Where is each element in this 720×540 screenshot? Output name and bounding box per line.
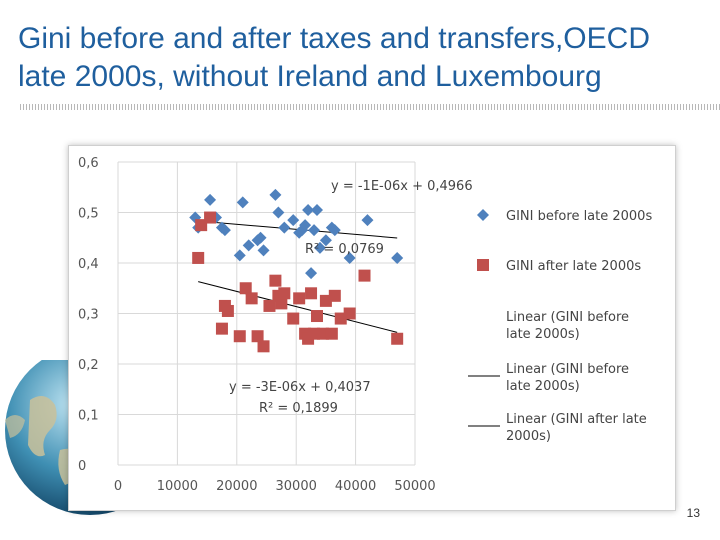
data-point-before bbox=[305, 267, 318, 280]
data-point-before bbox=[361, 214, 374, 227]
data-point-after bbox=[239, 282, 252, 295]
legend-marker-diamond bbox=[477, 209, 489, 221]
scatter-chart: 0 0,1 0,2 0,3 0,4 0,5 0,6 0 10000 20000 30000 40000… bbox=[78, 156, 652, 494]
data-point-after bbox=[257, 340, 270, 353]
legend-label: Linear (GINI before bbox=[506, 362, 629, 377]
page-number: 13 bbox=[686, 506, 700, 520]
data-point-after bbox=[204, 211, 217, 224]
data-point-before bbox=[299, 219, 312, 232]
legend-label: Linear (GINI before bbox=[506, 310, 629, 325]
x-tick-label: 20000 bbox=[216, 479, 257, 494]
x-tick-label: 30000 bbox=[276, 479, 317, 494]
data-point-before bbox=[319, 234, 332, 247]
data-point-before bbox=[343, 251, 356, 264]
x-tick-label: 50000 bbox=[394, 479, 435, 494]
y-tick-label: 0,5 bbox=[78, 207, 99, 222]
data-point-before bbox=[328, 224, 341, 237]
data-point-after bbox=[275, 297, 288, 310]
data-point-before bbox=[218, 224, 231, 237]
data-point-after bbox=[215, 322, 228, 335]
data-point-after bbox=[251, 330, 264, 343]
data-point-after bbox=[305, 287, 318, 300]
data-point-after bbox=[391, 332, 404, 345]
legend-label: GINI before late 2000s bbox=[506, 209, 652, 224]
data-point-after bbox=[343, 307, 356, 320]
data-point-after bbox=[358, 269, 371, 282]
data-point-after bbox=[221, 304, 234, 317]
x-tick-label: 0 bbox=[114, 479, 122, 494]
trendline-after-equation: y = -3E-06x + 0,4037 bbox=[229, 380, 371, 395]
data-point-before bbox=[287, 214, 300, 227]
y-tick-label: 0,6 bbox=[78, 156, 99, 171]
data-point-after bbox=[263, 299, 276, 312]
x-tick-label: 10000 bbox=[157, 479, 198, 494]
slide-title-line-1: Gini before and after taxes and transfer… bbox=[18, 22, 650, 55]
trendline-before-equation: y = -1E-06x + 0,4966 bbox=[331, 179, 473, 194]
slide-title: Gini before and after taxes and transfer… bbox=[18, 20, 708, 96]
title-divider bbox=[20, 104, 720, 110]
legend-label: GINI after late 2000s bbox=[506, 259, 641, 274]
data-point-after bbox=[278, 287, 291, 300]
legend-label-continued: 2000s) bbox=[506, 429, 551, 444]
data-point-before bbox=[257, 244, 270, 257]
data-point-before bbox=[296, 224, 309, 237]
x-tick-label: 40000 bbox=[335, 479, 376, 494]
slide-title-line-2: late 2000s, without Ireland and Luxembou… bbox=[18, 60, 602, 93]
data-point-after bbox=[287, 312, 300, 325]
data-point-before bbox=[391, 251, 404, 264]
legend-label-continued: late 2000s) bbox=[506, 379, 580, 394]
y-tick-label: 0,3 bbox=[78, 308, 99, 323]
y-tick-label: 0,1 bbox=[78, 409, 99, 424]
data-point-after bbox=[192, 251, 205, 264]
data-point-before bbox=[204, 193, 217, 206]
data-point-before bbox=[272, 206, 285, 219]
data-point-before bbox=[278, 221, 291, 234]
trendline-after-r2: R² = 0,1899 bbox=[259, 401, 338, 416]
data-point-after bbox=[269, 274, 282, 287]
trendline-before bbox=[195, 220, 398, 239]
data-point-after bbox=[293, 292, 306, 305]
data-point-after bbox=[325, 327, 338, 340]
data-point-before bbox=[313, 241, 326, 254]
data-point-before bbox=[254, 231, 267, 244]
trendline-after bbox=[198, 281, 398, 333]
data-point-before bbox=[269, 188, 282, 201]
legend-marker-square bbox=[477, 259, 489, 271]
data-point-before bbox=[310, 203, 323, 216]
legend: GINI before late 2000s GINI after late 20… bbox=[468, 209, 652, 444]
y-tick-label: 0 bbox=[78, 459, 86, 474]
data-point-after bbox=[245, 292, 258, 305]
data-point-before bbox=[308, 224, 321, 237]
data-point-after bbox=[310, 310, 323, 323]
data-point-before bbox=[233, 249, 246, 262]
legend-label-continued: late 2000s) bbox=[506, 327, 580, 342]
y-tick-label: 0,4 bbox=[78, 257, 99, 272]
y-tick-label: 0,2 bbox=[78, 358, 99, 373]
data-point-before bbox=[242, 239, 255, 252]
data-point-after bbox=[328, 289, 341, 302]
data-point-after bbox=[233, 330, 246, 343]
chart-frame: 0 0,1 0,2 0,3 0,4 0,5 0,6 0 10000 20000 30000 40000… bbox=[68, 145, 676, 511]
legend-label: Linear (GINI after late bbox=[506, 412, 647, 427]
data-point-before bbox=[236, 196, 249, 209]
data-point-before bbox=[302, 203, 315, 216]
trendline-before-r2: R² = 0,0769 bbox=[305, 242, 384, 257]
